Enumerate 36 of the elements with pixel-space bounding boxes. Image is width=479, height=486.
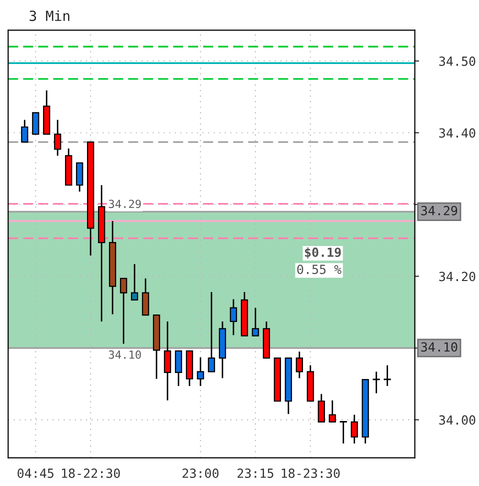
candlestick (230, 298, 238, 336)
annotation: 0.55 % (297, 264, 342, 274)
candlestick (130, 263, 138, 301)
candlestick (196, 356, 204, 387)
ref-line-label: 34.10 (108, 350, 141, 359)
y-tick-label: 34.20 (439, 272, 476, 282)
text: 34.29 (421, 206, 458, 216)
candlestick (340, 421, 347, 444)
candlestick (76, 162, 84, 192)
chart-title: 3 Min (30, 10, 70, 22)
candlestick (372, 371, 380, 394)
candlestick (164, 320, 172, 402)
candlestick (328, 400, 336, 423)
candlestick (32, 112, 40, 135)
y-tick-label: 34.50 (439, 56, 476, 66)
x-tick-label: 23:00 (182, 468, 218, 478)
annotation: $0.19 (304, 247, 341, 259)
y-tick-label: 34.00 (439, 415, 476, 425)
candlestick (350, 414, 358, 444)
candlestick (174, 350, 182, 387)
candlestick (120, 278, 128, 344)
candlestick (21, 119, 28, 143)
x-tick-label: 18-22:30 (62, 468, 120, 478)
ref-line-label: 34.29 (108, 200, 141, 208)
candlestick (384, 364, 391, 387)
candlestick (54, 119, 62, 156)
candlestick (296, 350, 303, 379)
x-tick-label: 04:45 (18, 468, 54, 478)
text: 34.10 (421, 342, 458, 352)
x-tick-label: 23:15 (238, 468, 274, 478)
y-tick-label: 34.40 (439, 128, 476, 138)
candlestick (208, 291, 216, 372)
x-tick-label: 18-23:30 (282, 468, 340, 478)
candlestick (142, 278, 150, 316)
candlestick (318, 393, 325, 423)
candlestick (252, 307, 260, 337)
